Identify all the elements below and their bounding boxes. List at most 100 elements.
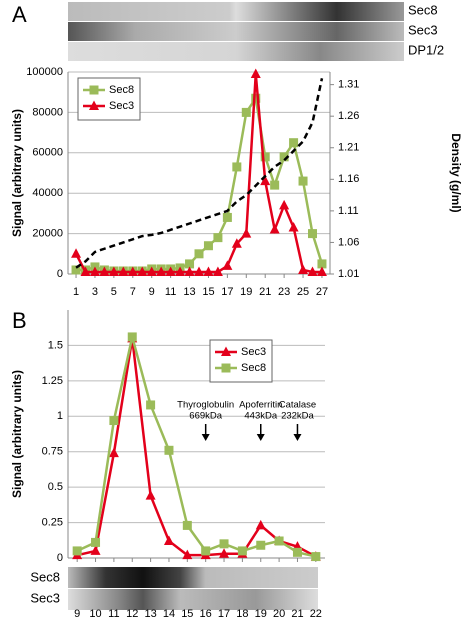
marker bbox=[72, 546, 82, 556]
x-tick-label: 21 bbox=[291, 608, 303, 620]
marker bbox=[231, 238, 242, 248]
x-tick-label: 13 bbox=[183, 286, 195, 298]
marker bbox=[317, 259, 327, 269]
legend-box bbox=[77, 77, 141, 121]
marker bbox=[298, 176, 308, 186]
x-tick-label: 9 bbox=[149, 286, 155, 298]
series-line bbox=[76, 336, 317, 558]
marker bbox=[308, 229, 318, 239]
marker bbox=[194, 266, 204, 276]
y2-tick-label: 1.31 bbox=[338, 79, 359, 91]
marker bbox=[108, 266, 119, 276]
marker bbox=[256, 540, 266, 550]
y-tick-label: 0.75 bbox=[42, 446, 63, 458]
annotation: Apoferritin bbox=[239, 400, 282, 411]
marker bbox=[221, 346, 231, 356]
y2-tick-label: 1.16 bbox=[338, 173, 359, 185]
marker bbox=[89, 266, 100, 276]
legend-label: Sec3 bbox=[241, 346, 266, 358]
x-tick-label: 15 bbox=[181, 608, 193, 620]
marker bbox=[71, 248, 82, 258]
x-tick-label: 18 bbox=[236, 608, 248, 620]
marker bbox=[251, 93, 261, 103]
legend-label: Sec8 bbox=[109, 84, 134, 96]
blot-label: Sec3 bbox=[408, 22, 438, 37]
marker bbox=[118, 266, 129, 276]
blot bbox=[68, 22, 404, 41]
y-axis-label: Signal (arbitrary units) bbox=[10, 109, 24, 237]
marker bbox=[99, 266, 110, 276]
x-tick-label: 17 bbox=[221, 286, 233, 298]
legend-box bbox=[209, 339, 273, 383]
marker bbox=[109, 416, 119, 426]
marker bbox=[288, 222, 299, 232]
marker bbox=[222, 212, 232, 222]
x-tick-label: 27 bbox=[316, 286, 328, 298]
x-tick-label: 3 bbox=[92, 286, 98, 298]
y2-axis-label: Density (g/ml) bbox=[449, 133, 463, 212]
panel-label: B bbox=[12, 308, 27, 333]
marker bbox=[203, 241, 213, 251]
x-tick-label: 13 bbox=[144, 608, 156, 620]
y-tick-label: 1.5 bbox=[48, 339, 63, 351]
x-tick-label: 20 bbox=[273, 608, 285, 620]
y-tick-label: 0 bbox=[57, 268, 63, 280]
marker bbox=[219, 548, 230, 558]
marker bbox=[80, 266, 91, 276]
annotation: 232kDa bbox=[281, 411, 314, 422]
marker bbox=[184, 266, 195, 276]
blot bbox=[68, 567, 318, 588]
marker bbox=[255, 519, 266, 530]
marker bbox=[145, 490, 156, 500]
marker bbox=[279, 199, 290, 210]
y-tick-label: 1.25 bbox=[42, 375, 63, 387]
x-tick-label: 5 bbox=[111, 286, 117, 298]
marker bbox=[185, 259, 195, 269]
marker bbox=[298, 264, 309, 274]
x-tick-label: 11 bbox=[165, 286, 176, 298]
marker bbox=[289, 138, 299, 148]
annotation: Thyroglobulin bbox=[177, 400, 234, 411]
marker bbox=[194, 249, 204, 259]
marker bbox=[175, 266, 186, 276]
blot-label: DP1/2 bbox=[408, 42, 444, 57]
arrow-head bbox=[293, 434, 302, 441]
arrow-head bbox=[256, 434, 265, 441]
marker bbox=[146, 266, 157, 276]
marker bbox=[89, 85, 99, 95]
marker bbox=[91, 537, 101, 547]
panel-label: A bbox=[12, 2, 27, 27]
y-tick-label: 40000 bbox=[32, 187, 63, 199]
marker bbox=[90, 545, 101, 555]
marker bbox=[316, 266, 327, 276]
marker bbox=[182, 520, 192, 530]
x-tick-label: 10 bbox=[89, 608, 101, 620]
x-tick-label: 25 bbox=[297, 286, 309, 298]
blot-label: Sec3 bbox=[30, 590, 60, 605]
marker bbox=[127, 332, 137, 342]
marker bbox=[222, 260, 233, 270]
legend-label: Sec8 bbox=[241, 362, 266, 374]
marker bbox=[311, 552, 321, 562]
blot bbox=[68, 2, 404, 21]
y2-tick-label: 1.11 bbox=[338, 205, 359, 217]
y-tick-label: 0.5 bbox=[48, 481, 63, 493]
y-tick-label: 0 bbox=[57, 552, 63, 564]
marker bbox=[269, 224, 280, 234]
x-tick-label: 14 bbox=[163, 608, 175, 620]
x-tick-label: 16 bbox=[200, 608, 212, 620]
y-tick-label: 80000 bbox=[32, 106, 63, 118]
x-tick-label: 1 bbox=[73, 286, 79, 298]
marker bbox=[260, 175, 271, 186]
annotation: 443kDa bbox=[244, 411, 277, 422]
y2-tick-label: 1.26 bbox=[338, 110, 359, 122]
x-tick-label: 19 bbox=[255, 608, 267, 620]
y-tick-label: 100000 bbox=[26, 66, 63, 78]
marker bbox=[156, 266, 167, 276]
marker bbox=[250, 68, 261, 79]
marker bbox=[137, 266, 148, 276]
y-tick-label: 60000 bbox=[32, 147, 63, 159]
blot bbox=[68, 589, 318, 610]
marker bbox=[71, 265, 81, 275]
